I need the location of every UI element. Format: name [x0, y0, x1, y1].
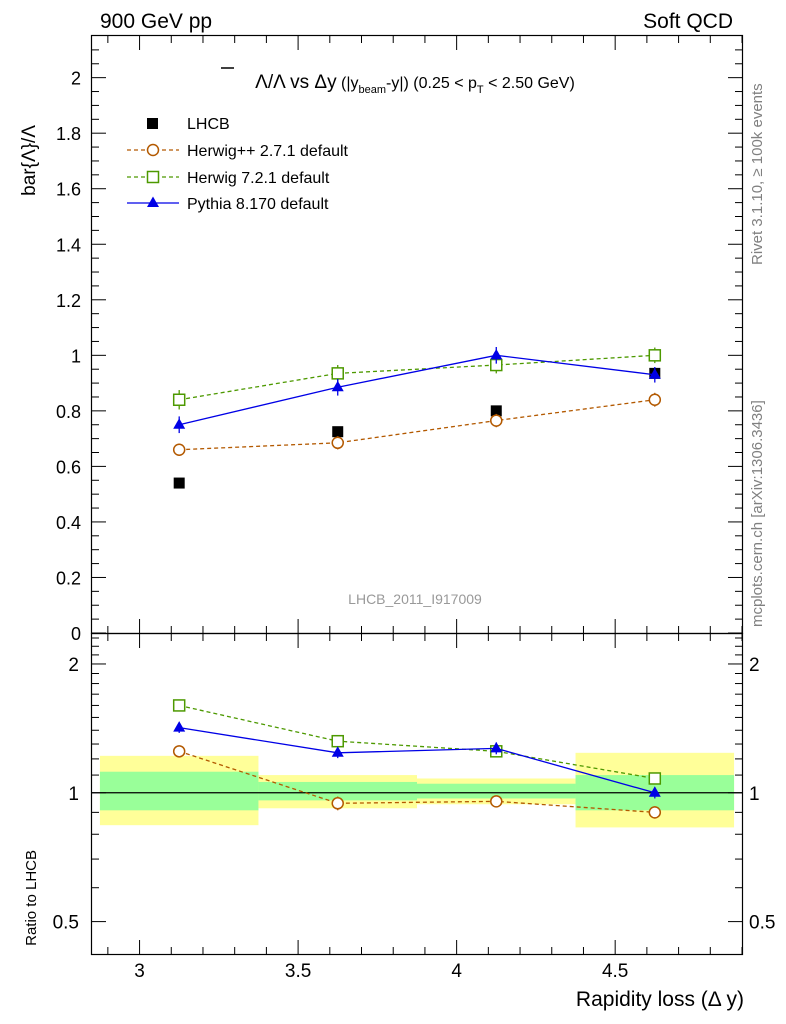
- main-y-axis-label: bar{Λ}/Λ: [19, 125, 40, 196]
- main-line-pythia-8-170-default: [179, 354, 655, 426]
- ratio-band-inner: [417, 783, 576, 799]
- main-point-herwig-7-2-1-default: [172, 393, 186, 407]
- main-point-herwig-2-7-1-default: [490, 414, 503, 427]
- ratio-point-herwig-2-7-1-default: [172, 745, 186, 758]
- main-series: [172, 346, 662, 489]
- main-y-tick-label: 0.4: [56, 513, 81, 533]
- ratio-point-pythia-8-170-default: [331, 746, 344, 757]
- main-y-tick-label: 1.4: [56, 235, 81, 255]
- x-tick-label: 3: [134, 961, 145, 982]
- legend-lhcb-label: LHCB: [187, 116, 230, 133]
- ratio-axes: 0.5 0.5 1 1 2 2 3 3.5 4 4.5: [53, 634, 775, 982]
- x-tick-label: 3.5: [285, 961, 311, 982]
- main-axes: 0 0.2 0.4 0.6 0.8 1 1.2 1.4 1.6 1.8 2: [56, 36, 743, 644]
- legend-pythia-marker: [147, 196, 159, 207]
- x-tick-label: 4.5: [602, 961, 628, 982]
- ratio-uncertainty-bands: [99, 752, 735, 828]
- title-lambda-bar: Λ: [255, 72, 268, 93]
- ratio-y-axis-label: Ratio to LHCB: [23, 850, 40, 946]
- ratio-band-inner: [258, 781, 417, 801]
- main-y-tick-label: 0.8: [56, 402, 81, 422]
- plot-title: Λ/Λ vs Δy (|ybeam-y|) (0.25 < pT < 2.50 …: [255, 72, 575, 96]
- ratio-y-tick-label: 0.5: [53, 913, 79, 934]
- main-point-pythia-8-170-default: [648, 368, 661, 379]
- header-category: Soft QCD: [643, 10, 733, 33]
- title-vs: vs: [285, 72, 315, 93]
- ratio-point-herwig-2-7-1-default: [648, 806, 662, 819]
- main-y-tick-label: 1.6: [56, 180, 81, 200]
- main-y-tick-label: 1.2: [56, 291, 81, 311]
- main-point-herwig-7-2-1-default: [331, 367, 344, 380]
- ratio-line-herwig-2-7-1-default: [178, 750, 655, 814]
- main-y-tick-label: 0: [71, 624, 81, 644]
- analysis-id: LHCB_2011_I917009: [348, 591, 482, 607]
- ratio-y-tick-label-right: 0.5: [749, 913, 775, 934]
- lhcb-data-point: [173, 477, 185, 489]
- main-line-herwig-7-2-1-default: [179, 354, 655, 401]
- title-paren-open: (|y: [337, 75, 359, 92]
- title-paren-mid: -y|) (0.25 < p: [386, 75, 477, 92]
- lhcb-data-point: [332, 426, 344, 438]
- legend-lhcb-marker: [147, 118, 158, 129]
- ratio-point-pythia-8-170-default: [173, 721, 186, 732]
- x-axis-label: Rapidity loss (Δ y): [576, 988, 744, 1011]
- title-beam-sub: beam: [359, 84, 387, 96]
- legend-herwig7-label: Herwig 7.2.1 default: [187, 170, 330, 187]
- ratio-y-tick-label-right: 2: [749, 655, 760, 676]
- x-tick-label: 4: [451, 961, 462, 982]
- legend-pythia-label: Pythia 8.170 default: [187, 196, 329, 213]
- legend-herwigpp-marker: [146, 143, 160, 157]
- ratio-line-herwig-7-2-1-default: [179, 704, 655, 780]
- ratio-point-pythia-8-170-default: [490, 741, 503, 753]
- ratio-point-herwig-7-2-1-default: [172, 699, 186, 712]
- ratio-frame: [90, 632, 744, 956]
- side-mcplots-ref: mcplots.cern.ch [arXiv:1306.3436]: [749, 400, 766, 627]
- title-delta-y: Δy: [314, 72, 337, 93]
- main-point-herwig-2-7-1-default: [331, 436, 344, 450]
- legend: LHCB Herwig++ 2.7.1 default Herwig 7.2.1…: [127, 116, 349, 213]
- ratio-point-herwig-7-2-1-default: [648, 772, 662, 785]
- main-point-herwig-7-2-1-default: [648, 349, 662, 362]
- title-lambda: Λ: [273, 72, 286, 93]
- title-slash: /: [268, 72, 274, 93]
- side-rivet-info: Rivet 3.1.10, ≥ 100k events: [749, 83, 766, 265]
- main-point-herwig-2-7-1-default: [172, 443, 186, 456]
- legend-herwig7-marker: [146, 170, 160, 184]
- title-pt-sub: T: [477, 84, 484, 96]
- main-point-herwig-2-7-1-default: [648, 393, 662, 407]
- ratio-point-herwig-2-7-1-default: [331, 797, 344, 810]
- main-y-tick-label: 0.2: [56, 568, 81, 588]
- main-point-pythia-8-170-default: [331, 380, 344, 392]
- ratio-y-tick-label-right: 1: [749, 784, 760, 805]
- ratio-y-tick-label: 1: [68, 784, 79, 805]
- ratio-series: [172, 699, 662, 819]
- main-y-tick-label: 2: [71, 69, 81, 89]
- main-point-pythia-8-170-default: [173, 418, 186, 429]
- main-y-tick-label: 1: [71, 346, 81, 366]
- main-y-tick-label: 0.6: [56, 457, 81, 477]
- main-line-herwig-2-7-1-default: [179, 399, 655, 451]
- ratio-point-herwig-2-7-1-default: [490, 795, 503, 808]
- ratio-point-pythia-8-170-default: [648, 786, 661, 797]
- main-point-pythia-8-170-default: [490, 348, 503, 360]
- legend-herwigpp-label: Herwig++ 2.7.1 default: [187, 143, 349, 160]
- ratio-point-herwig-7-2-1-default: [331, 734, 344, 748]
- lhcb-data-point: [490, 405, 502, 417]
- ratio-y-tick-label: 2: [68, 655, 79, 676]
- main-y-tick-label: 1.8: [56, 124, 81, 144]
- ratio-band-inner: [99, 771, 259, 811]
- title-paren-end: < 2.50 GeV): [484, 75, 575, 92]
- header-process: 900 GeV pp: [100, 10, 212, 33]
- ratio-line-pythia-8-170-default: [179, 726, 655, 794]
